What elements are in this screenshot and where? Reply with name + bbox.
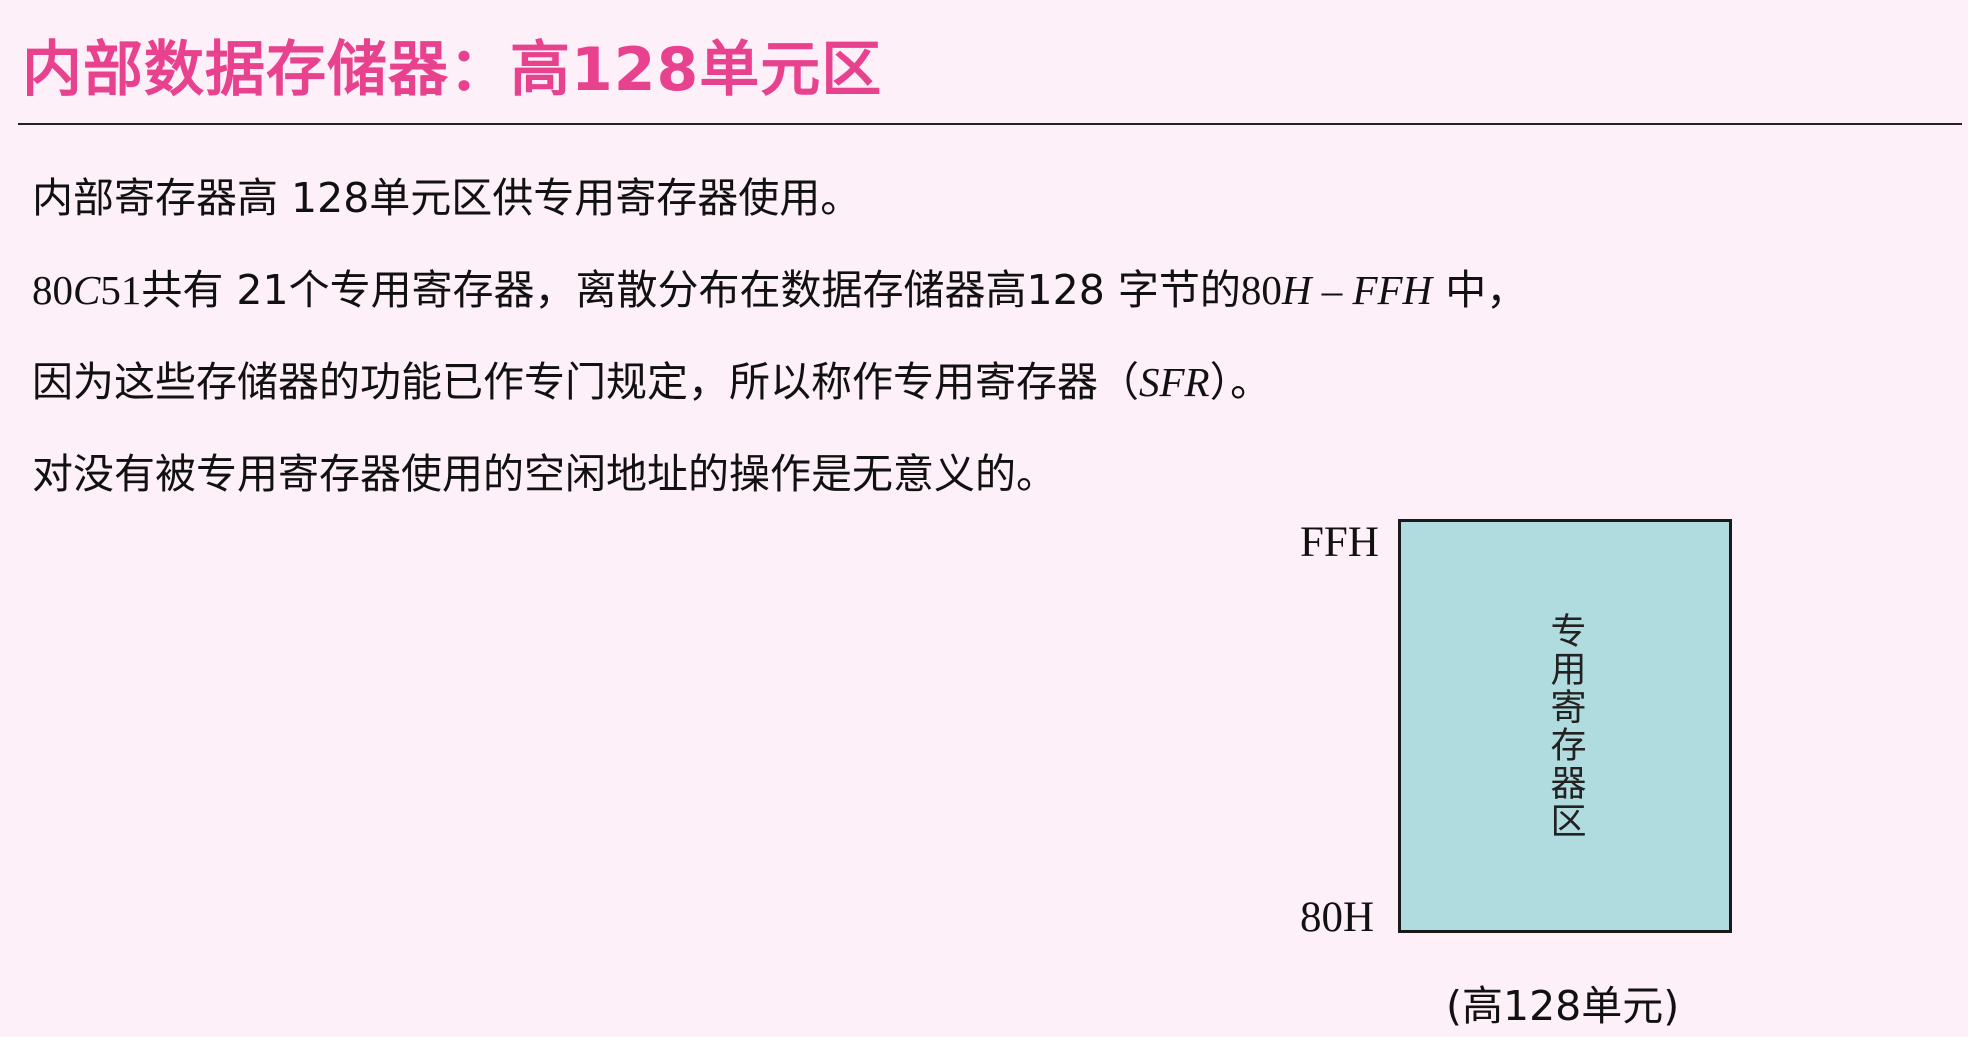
paragraph-unused-addresses: 对没有被专用寄存器使用的空闲地址的操作是无意义的。	[32, 450, 1057, 498]
sfr-region-block: 专用寄存器区	[1398, 519, 1732, 933]
paragraph-sfr-usage: 内部寄存器高 128单元区供专用寄存器使用。	[32, 174, 862, 222]
range-tail-text: 中，	[1432, 266, 1528, 314]
sfr-abbreviation: SFR	[1139, 359, 1210, 405]
sfr-definition-text: 因为这些存储器的功能已作专门规定，所以称作专用寄存器（	[32, 358, 1139, 406]
paragraph-sfr-definition: 因为这些存储器的功能已作专门规定，所以称作专用寄存器（SFR）。	[32, 354, 1682, 410]
range-start-suffix: H	[1281, 267, 1312, 313]
address-top-label: FFH	[1300, 519, 1379, 566]
range-start-number: 80	[1240, 267, 1282, 313]
diagram-caption: (高128单元)	[1446, 982, 1680, 1030]
range-dash: –	[1311, 267, 1353, 313]
paragraph-sfr-count: 80C51共有 21个专用寄存器，离散分布在数据存储器高128 字节的80H –…	[32, 262, 1682, 318]
chip-number-prefix: 80	[32, 267, 73, 313]
title-divider	[18, 123, 1962, 125]
address-bottom-label: 80H	[1300, 894, 1375, 941]
sfr-region-label: 专用寄存器区	[1544, 612, 1586, 840]
chip-letter-c: C	[73, 267, 101, 313]
range-end: FFH	[1352, 267, 1433, 313]
sfr-definition-tail: ）。	[1209, 358, 1272, 406]
chip-number-suffix: 51	[100, 267, 142, 313]
sfr-count-text: 共有 21个专用寄存器，离散分布在数据存储器高128 字节的	[141, 266, 1241, 314]
page-title: 内部数据存储器：高128单元区	[22, 35, 883, 105]
